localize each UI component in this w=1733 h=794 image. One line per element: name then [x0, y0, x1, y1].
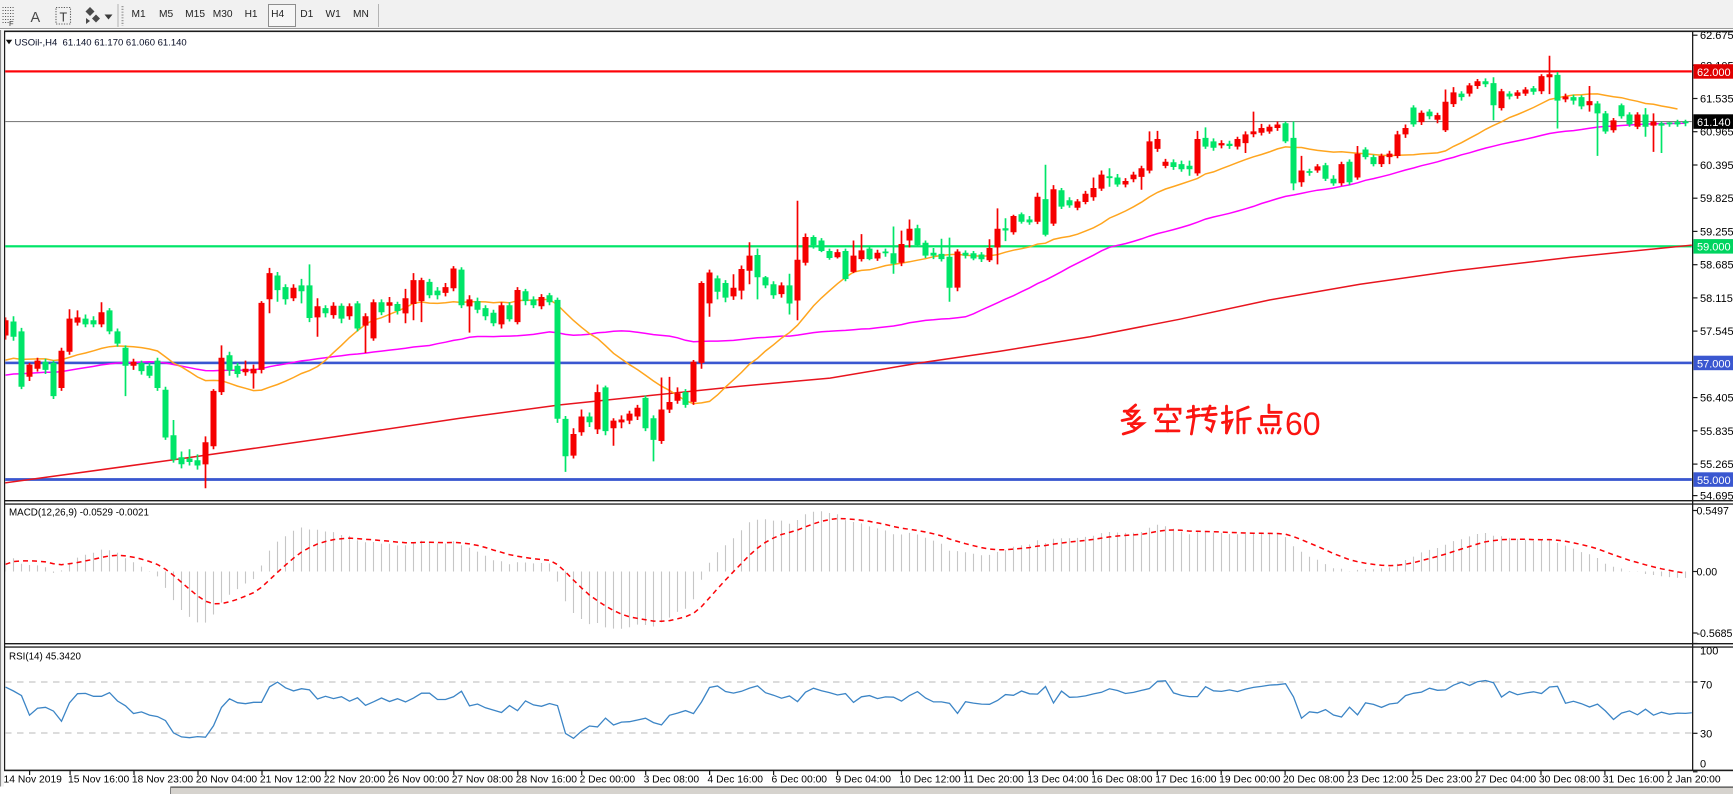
svg-text:23 Dec 12:00: 23 Dec 12:00: [1347, 775, 1409, 786]
svg-text:55.000: 55.000: [1697, 475, 1731, 487]
svg-text:-0.5685: -0.5685: [1697, 628, 1733, 640]
svg-text:61.140: 61.140: [1697, 117, 1731, 129]
svg-text:RSI(14) 45.3420: RSI(14) 45.3420: [9, 652, 81, 663]
svg-text:0: 0: [1700, 759, 1706, 771]
svg-text:61.535: 61.535: [1700, 94, 1733, 106]
svg-text:4 Dec 16:00: 4 Dec 16:00: [708, 775, 764, 786]
svg-text:27 Dec 04:00: 27 Dec 04:00: [1475, 775, 1537, 786]
svg-text:27 Nov 08:00: 27 Nov 08:00: [452, 775, 514, 786]
svg-text:59.255: 59.255: [1700, 226, 1733, 238]
svg-text:59.825: 59.825: [1700, 193, 1733, 205]
svg-text:10 Dec 12:00: 10 Dec 12:00: [899, 775, 961, 786]
svg-text:2 Jan 20:00: 2 Jan 20:00: [1667, 775, 1721, 786]
svg-text:62.000: 62.000: [1697, 67, 1731, 79]
svg-text:100: 100: [1700, 646, 1718, 658]
svg-text:55.835: 55.835: [1700, 426, 1733, 438]
svg-text:19 Dec 00:00: 19 Dec 00:00: [1219, 775, 1281, 786]
svg-text:70: 70: [1700, 680, 1712, 692]
svg-text:60: 60: [1285, 406, 1321, 442]
svg-text:30: 30: [1700, 729, 1712, 741]
svg-text:13 Dec 04:00: 13 Dec 04:00: [1027, 775, 1089, 786]
svg-text:0.00: 0.00: [1697, 567, 1718, 579]
svg-text:0.5497: 0.5497: [1697, 506, 1730, 518]
svg-text:58.115: 58.115: [1700, 293, 1733, 305]
svg-text:62.675: 62.675: [1700, 30, 1733, 42]
svg-text:30 Dec 08:00: 30 Dec 08:00: [1539, 775, 1601, 786]
svg-text:11 Dec 20:00: 11 Dec 20:00: [963, 775, 1024, 786]
svg-text:54.695: 54.695: [1700, 491, 1733, 503]
svg-text:56.405: 56.405: [1700, 393, 1733, 405]
svg-text:F: F: [9, 19, 14, 28]
svg-text:60.965: 60.965: [1700, 127, 1733, 139]
svg-text:59.000: 59.000: [1697, 242, 1731, 254]
svg-text:20 Nov 04:00: 20 Nov 04:00: [196, 775, 258, 786]
svg-text:20 Dec 08:00: 20 Dec 08:00: [1283, 775, 1345, 786]
svg-text:USOil-,H4 61.140 61.170 61.06: USOil-,H4 61.140 61.170 61.060 61.140: [15, 38, 187, 49]
svg-text:MACD(12,26,9) -0.0529 -0.0021: MACD(12,26,9) -0.0529 -0.0021: [9, 508, 149, 519]
svg-text:22 Nov 20:00: 22 Nov 20:00: [324, 775, 386, 786]
svg-text:26 Nov 00:00: 26 Nov 00:00: [388, 775, 450, 786]
svg-text:A: A: [31, 10, 41, 26]
svg-text:57.000: 57.000: [1697, 358, 1731, 370]
svg-text:55.265: 55.265: [1700, 459, 1733, 471]
svg-text:17 Dec 16:00: 17 Dec 16:00: [1155, 775, 1217, 786]
svg-text:25 Dec 23:00: 25 Dec 23:00: [1411, 775, 1473, 786]
svg-text:2 Dec 00:00: 2 Dec 00:00: [580, 775, 636, 786]
svg-text:57.545: 57.545: [1700, 326, 1733, 338]
svg-text:60.395: 60.395: [1700, 160, 1733, 172]
svg-text:31 Dec 16:00: 31 Dec 16:00: [1603, 775, 1665, 786]
svg-text:6 Dec 00:00: 6 Dec 00:00: [772, 775, 828, 786]
svg-text:9 Dec 04:00: 9 Dec 04:00: [835, 775, 891, 786]
svg-text:18 Nov 23:00: 18 Nov 23:00: [132, 775, 194, 786]
svg-text:15 Nov 16:00: 15 Nov 16:00: [68, 775, 130, 786]
svg-text:16 Dec 08:00: 16 Dec 08:00: [1091, 775, 1153, 786]
svg-text:T: T: [60, 11, 68, 25]
svg-text:14 Nov 2019: 14 Nov 2019: [4, 775, 63, 786]
svg-text:3 Dec 08:00: 3 Dec 08:00: [644, 775, 700, 786]
svg-text:28 Nov 16:00: 28 Nov 16:00: [516, 775, 578, 786]
svg-text:21 Nov 12:00: 21 Nov 12:00: [260, 775, 322, 786]
svg-text:58.685: 58.685: [1700, 260, 1733, 272]
